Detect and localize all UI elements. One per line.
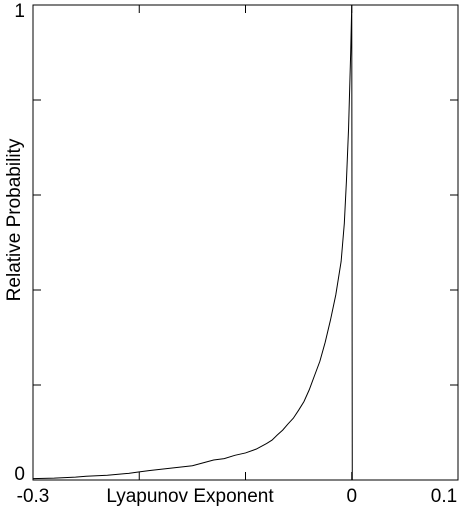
y-axis-label: Relative Probability xyxy=(4,138,25,301)
y-tick-label: 0 xyxy=(14,464,25,485)
x-tick-label: -0.3 xyxy=(17,486,50,507)
x-tick-label: 0 xyxy=(346,486,357,507)
data-line xyxy=(32,4,458,481)
x-tick-label: 0.1 xyxy=(431,486,457,507)
plot-frame xyxy=(32,4,459,481)
x-axis-label: Lyapunov Exponent xyxy=(106,486,274,507)
y-tick-label: 1 xyxy=(14,1,25,22)
